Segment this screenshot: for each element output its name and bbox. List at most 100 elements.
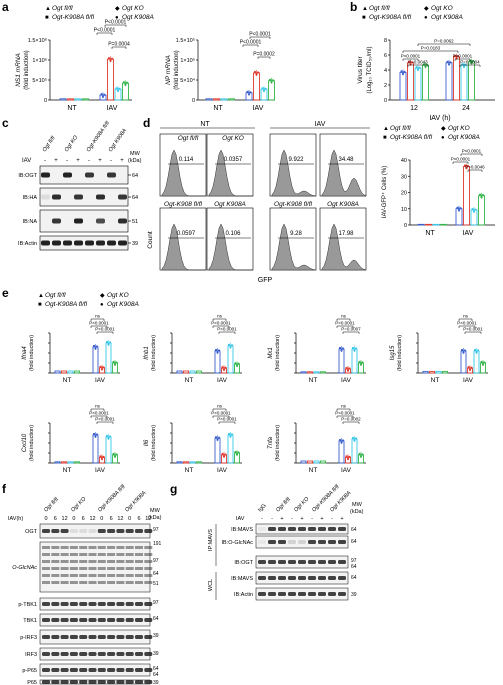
data-point — [480, 360, 483, 364]
data-point — [470, 62, 473, 65]
p-value-label: P<0.0001 — [451, 157, 471, 162]
data-point — [481, 194, 485, 197]
y-axis-label: (fold induction) — [151, 425, 157, 461]
data-point — [346, 369, 350, 372]
blot-band — [107, 635, 116, 639]
mw-value: 97 — [153, 558, 159, 564]
blot-band — [52, 218, 61, 224]
iav-sign: - — [110, 158, 112, 164]
group-label: NT — [185, 377, 194, 384]
iav-sign: + — [320, 516, 323, 522]
blot-band — [258, 540, 266, 544]
data-point — [100, 93, 103, 96]
legend-marker: ◆ — [115, 6, 120, 12]
legend-marker: ■ — [38, 302, 42, 308]
data-bar — [227, 345, 234, 374]
y-axis-label: NS1 mRNA — [15, 53, 22, 87]
data-bar — [429, 370, 435, 374]
blot-band — [116, 652, 125, 656]
mw-label: (kDa) — [148, 515, 162, 521]
blot-band — [318, 527, 326, 531]
blot-band — [42, 602, 50, 606]
data-point — [112, 360, 115, 364]
data-point — [473, 348, 477, 352]
data-bar — [300, 371, 307, 374]
data-point — [460, 348, 464, 352]
blot-band — [79, 618, 88, 622]
data-point — [348, 455, 351, 458]
blot-band — [125, 574, 134, 577]
p-value-label: P=0.0043 — [408, 60, 428, 65]
genotype-label: Ogt fl/fl — [178, 135, 199, 142]
blot-band — [42, 668, 50, 672]
group-label: IAV — [107, 105, 118, 112]
blot-band — [118, 194, 127, 200]
data-point — [95, 433, 99, 436]
data-bar — [227, 434, 234, 464]
blot-band — [60, 602, 69, 606]
time-label: 0 — [72, 516, 75, 522]
data-point — [470, 366, 473, 369]
time-label: 12 — [117, 516, 123, 522]
y-axis-label: NP mRNA — [165, 55, 172, 85]
blot-band — [88, 560, 97, 563]
y-axis-label: Count — [147, 231, 154, 249]
genotype-label: Ogt K908A — [108, 127, 129, 153]
flow-histogram — [161, 223, 206, 271]
genotype-label: IgG — [257, 503, 268, 514]
time-label: 6 — [137, 516, 140, 522]
gate-percentage: 0.0357 — [224, 157, 243, 163]
data-bar — [92, 346, 99, 374]
blot-band — [118, 240, 127, 246]
blot-band — [88, 567, 97, 570]
blot-band — [51, 652, 60, 656]
data-point — [403, 70, 406, 73]
mw-value: 64 — [351, 564, 357, 570]
blot-band — [79, 635, 88, 639]
data-point — [354, 437, 358, 440]
data-point — [256, 71, 260, 74]
blot-band — [97, 546, 106, 549]
data-bar — [61, 370, 67, 374]
genotype-label: Ogt-K908 fl/fl — [164, 201, 202, 208]
data-bar — [74, 461, 80, 464]
blot-band — [79, 581, 88, 584]
blot-band — [135, 574, 143, 577]
blot-band — [88, 618, 97, 622]
blot-band — [328, 576, 336, 580]
data-bar — [351, 348, 358, 374]
p-value-label: ns — [463, 314, 469, 319]
mw-label: MW — [130, 151, 141, 157]
legend-marker: ● — [424, 15, 428, 21]
data-bar — [105, 436, 112, 464]
blot-band — [318, 540, 326, 544]
data-bar — [460, 350, 467, 374]
blot-band — [116, 680, 125, 684]
data-bar — [432, 223, 440, 226]
data-point — [457, 209, 461, 212]
p-value-label: ns — [341, 404, 347, 409]
data-bar — [189, 370, 196, 374]
group-label: NT — [431, 377, 440, 384]
data-bar — [414, 67, 422, 101]
data-bar — [313, 460, 320, 464]
data-point — [261, 87, 264, 90]
blot-band — [88, 581, 97, 584]
legend-marker: ● — [100, 302, 104, 308]
legend-label: Ogt K908A — [431, 14, 463, 21]
data-point — [102, 366, 105, 369]
data-bar — [67, 370, 74, 374]
data-point — [221, 452, 224, 456]
data-point — [358, 452, 361, 456]
mw-value: 64 — [351, 527, 357, 533]
mw-value: 39 — [132, 241, 138, 247]
mw-value: 39 — [351, 592, 357, 598]
legend-label: Ogt K908A — [122, 14, 154, 21]
data-point — [475, 351, 478, 354]
data-point — [346, 457, 350, 460]
data-point — [227, 432, 231, 436]
p-value-label: P<0.0001 — [217, 417, 237, 422]
blot-row-label: P65 — [27, 680, 37, 685]
blot-band — [42, 553, 50, 556]
legend-marker: ▲ — [362, 6, 368, 12]
